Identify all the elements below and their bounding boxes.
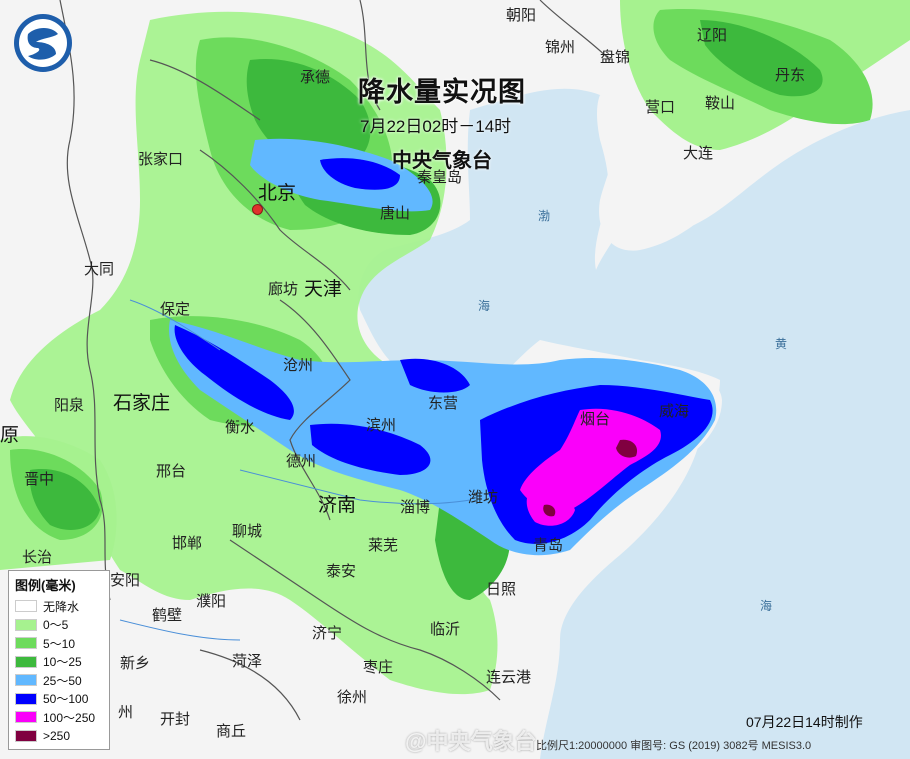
place-label: 大连 <box>683 145 714 162</box>
sea-label: 渤 <box>538 209 551 223</box>
place-label: 辽阳 <box>697 27 728 44</box>
legend-label: 0～5 <box>43 618 69 633</box>
place-label: 沧州 <box>283 357 314 374</box>
legend-swatch <box>15 637 37 650</box>
legend-item: 25～50 <box>15 671 103 690</box>
place-label: 邯郸 <box>172 535 203 552</box>
place-label: 菏泽 <box>232 653 263 670</box>
legend-swatch <box>15 655 37 668</box>
place-label: 邢台 <box>156 463 187 480</box>
place-label: 保定 <box>160 301 191 318</box>
sea-label: 海 <box>478 299 491 313</box>
legend-item: 10～25 <box>15 653 103 672</box>
legend-label: 100～250 <box>43 710 96 725</box>
place-label: 鹤壁 <box>152 607 183 624</box>
watermark: @中央气象台 <box>405 729 537 754</box>
legend-item: 50～100 <box>15 690 103 709</box>
place-label: 秦皇岛 <box>417 169 463 186</box>
place-label: 日照 <box>486 581 517 598</box>
legend: 图例(毫米) 无降水 0～5 5～10 10～25 25～50 50～100 100～250… <box>8 570 110 750</box>
place-label: 营口 <box>645 99 676 116</box>
place-label: 阳泉 <box>54 397 85 414</box>
place-label: 聊城 <box>232 523 263 540</box>
place-label: 德州 <box>286 453 317 470</box>
place-label: 商丘 <box>216 723 247 740</box>
capital-marker-icon <box>252 204 263 215</box>
legend-swatch <box>15 711 37 724</box>
legend-swatch <box>15 600 37 613</box>
place-label: 开封 <box>160 711 191 728</box>
legend-swatch <box>15 692 37 705</box>
legend-item: 5～10 <box>15 634 103 653</box>
cma-logo-icon <box>14 14 72 72</box>
place-label: 莱芜 <box>368 537 399 554</box>
legend-item: 100～250 <box>15 708 103 727</box>
sea-label: 黄 <box>775 337 788 351</box>
map-title: 降水量实况图 <box>358 77 526 107</box>
place-label: 原 <box>0 425 20 446</box>
map-organization: 中央气象台 <box>392 150 492 172</box>
place-label: 连云港 <box>486 669 532 686</box>
place-label: 威海 <box>659 403 690 420</box>
footer-scale: 比例尺1:20000000 审图号: GS (2019) 3082号 MESIS… <box>536 740 812 752</box>
place-label: 安阳 <box>110 572 141 589</box>
place-label: 衡水 <box>225 419 256 436</box>
legend-label: 10～25 <box>43 655 82 670</box>
place-label: 晋中 <box>24 471 55 488</box>
map-subtitle: 7月22日02时－14时 <box>360 117 512 136</box>
legend-label: 无降水 <box>43 599 80 614</box>
place-label: 枣庄 <box>363 659 394 676</box>
place-label: 徐州 <box>337 689 368 706</box>
place-label: 丹东 <box>775 67 806 84</box>
place-label: 鞍山 <box>705 95 736 112</box>
legend-label: 50～100 <box>43 692 89 707</box>
place-label: 滨州 <box>366 417 397 434</box>
place-label: 青岛 <box>533 537 564 554</box>
place-label: 长治 <box>22 549 53 566</box>
place-label: 临沂 <box>430 621 461 638</box>
place-label: 锦州 <box>545 39 576 56</box>
legend-item: 0～5 <box>15 616 103 635</box>
place-label: 潍坊 <box>468 489 499 506</box>
place-label: 济宁 <box>312 625 343 642</box>
place-label: 濮阳 <box>196 593 227 610</box>
legend-swatch <box>15 618 37 631</box>
place-label: 廊坊 <box>268 281 299 298</box>
place-label: 天津 <box>304 279 343 300</box>
place-label: 唐山 <box>380 205 411 222</box>
place-label: 烟台 <box>580 411 611 428</box>
place-label: 新乡 <box>120 655 151 672</box>
place-label: 盘锦 <box>600 49 631 66</box>
place-label: 泰安 <box>326 563 357 580</box>
legend-item: >250 <box>15 727 103 746</box>
place-label: 石家庄 <box>113 393 171 414</box>
sea-label: 海 <box>760 599 773 613</box>
legend-swatch <box>15 674 37 687</box>
legend-title: 图例(毫米) <box>15 578 76 593</box>
legend-item: 无降水 <box>15 597 103 616</box>
footer-made-time: 07月22日14时制作 <box>746 714 863 730</box>
place-label: 北京 <box>258 183 297 204</box>
legend-label: 25～50 <box>43 673 82 688</box>
legend-swatch <box>15 729 37 742</box>
place-label: 东营 <box>428 395 459 412</box>
place-label: 张家口 <box>138 151 184 168</box>
legend-label: 5～10 <box>43 636 76 651</box>
place-label: 州 <box>118 704 134 721</box>
legend-label: >250 <box>43 728 71 743</box>
place-label: 淄博 <box>400 499 431 516</box>
place-label: 济南 <box>318 495 357 516</box>
place-label: 大同 <box>84 261 115 278</box>
place-label: 承德 <box>300 69 331 86</box>
place-label: 朝阳 <box>506 7 537 24</box>
